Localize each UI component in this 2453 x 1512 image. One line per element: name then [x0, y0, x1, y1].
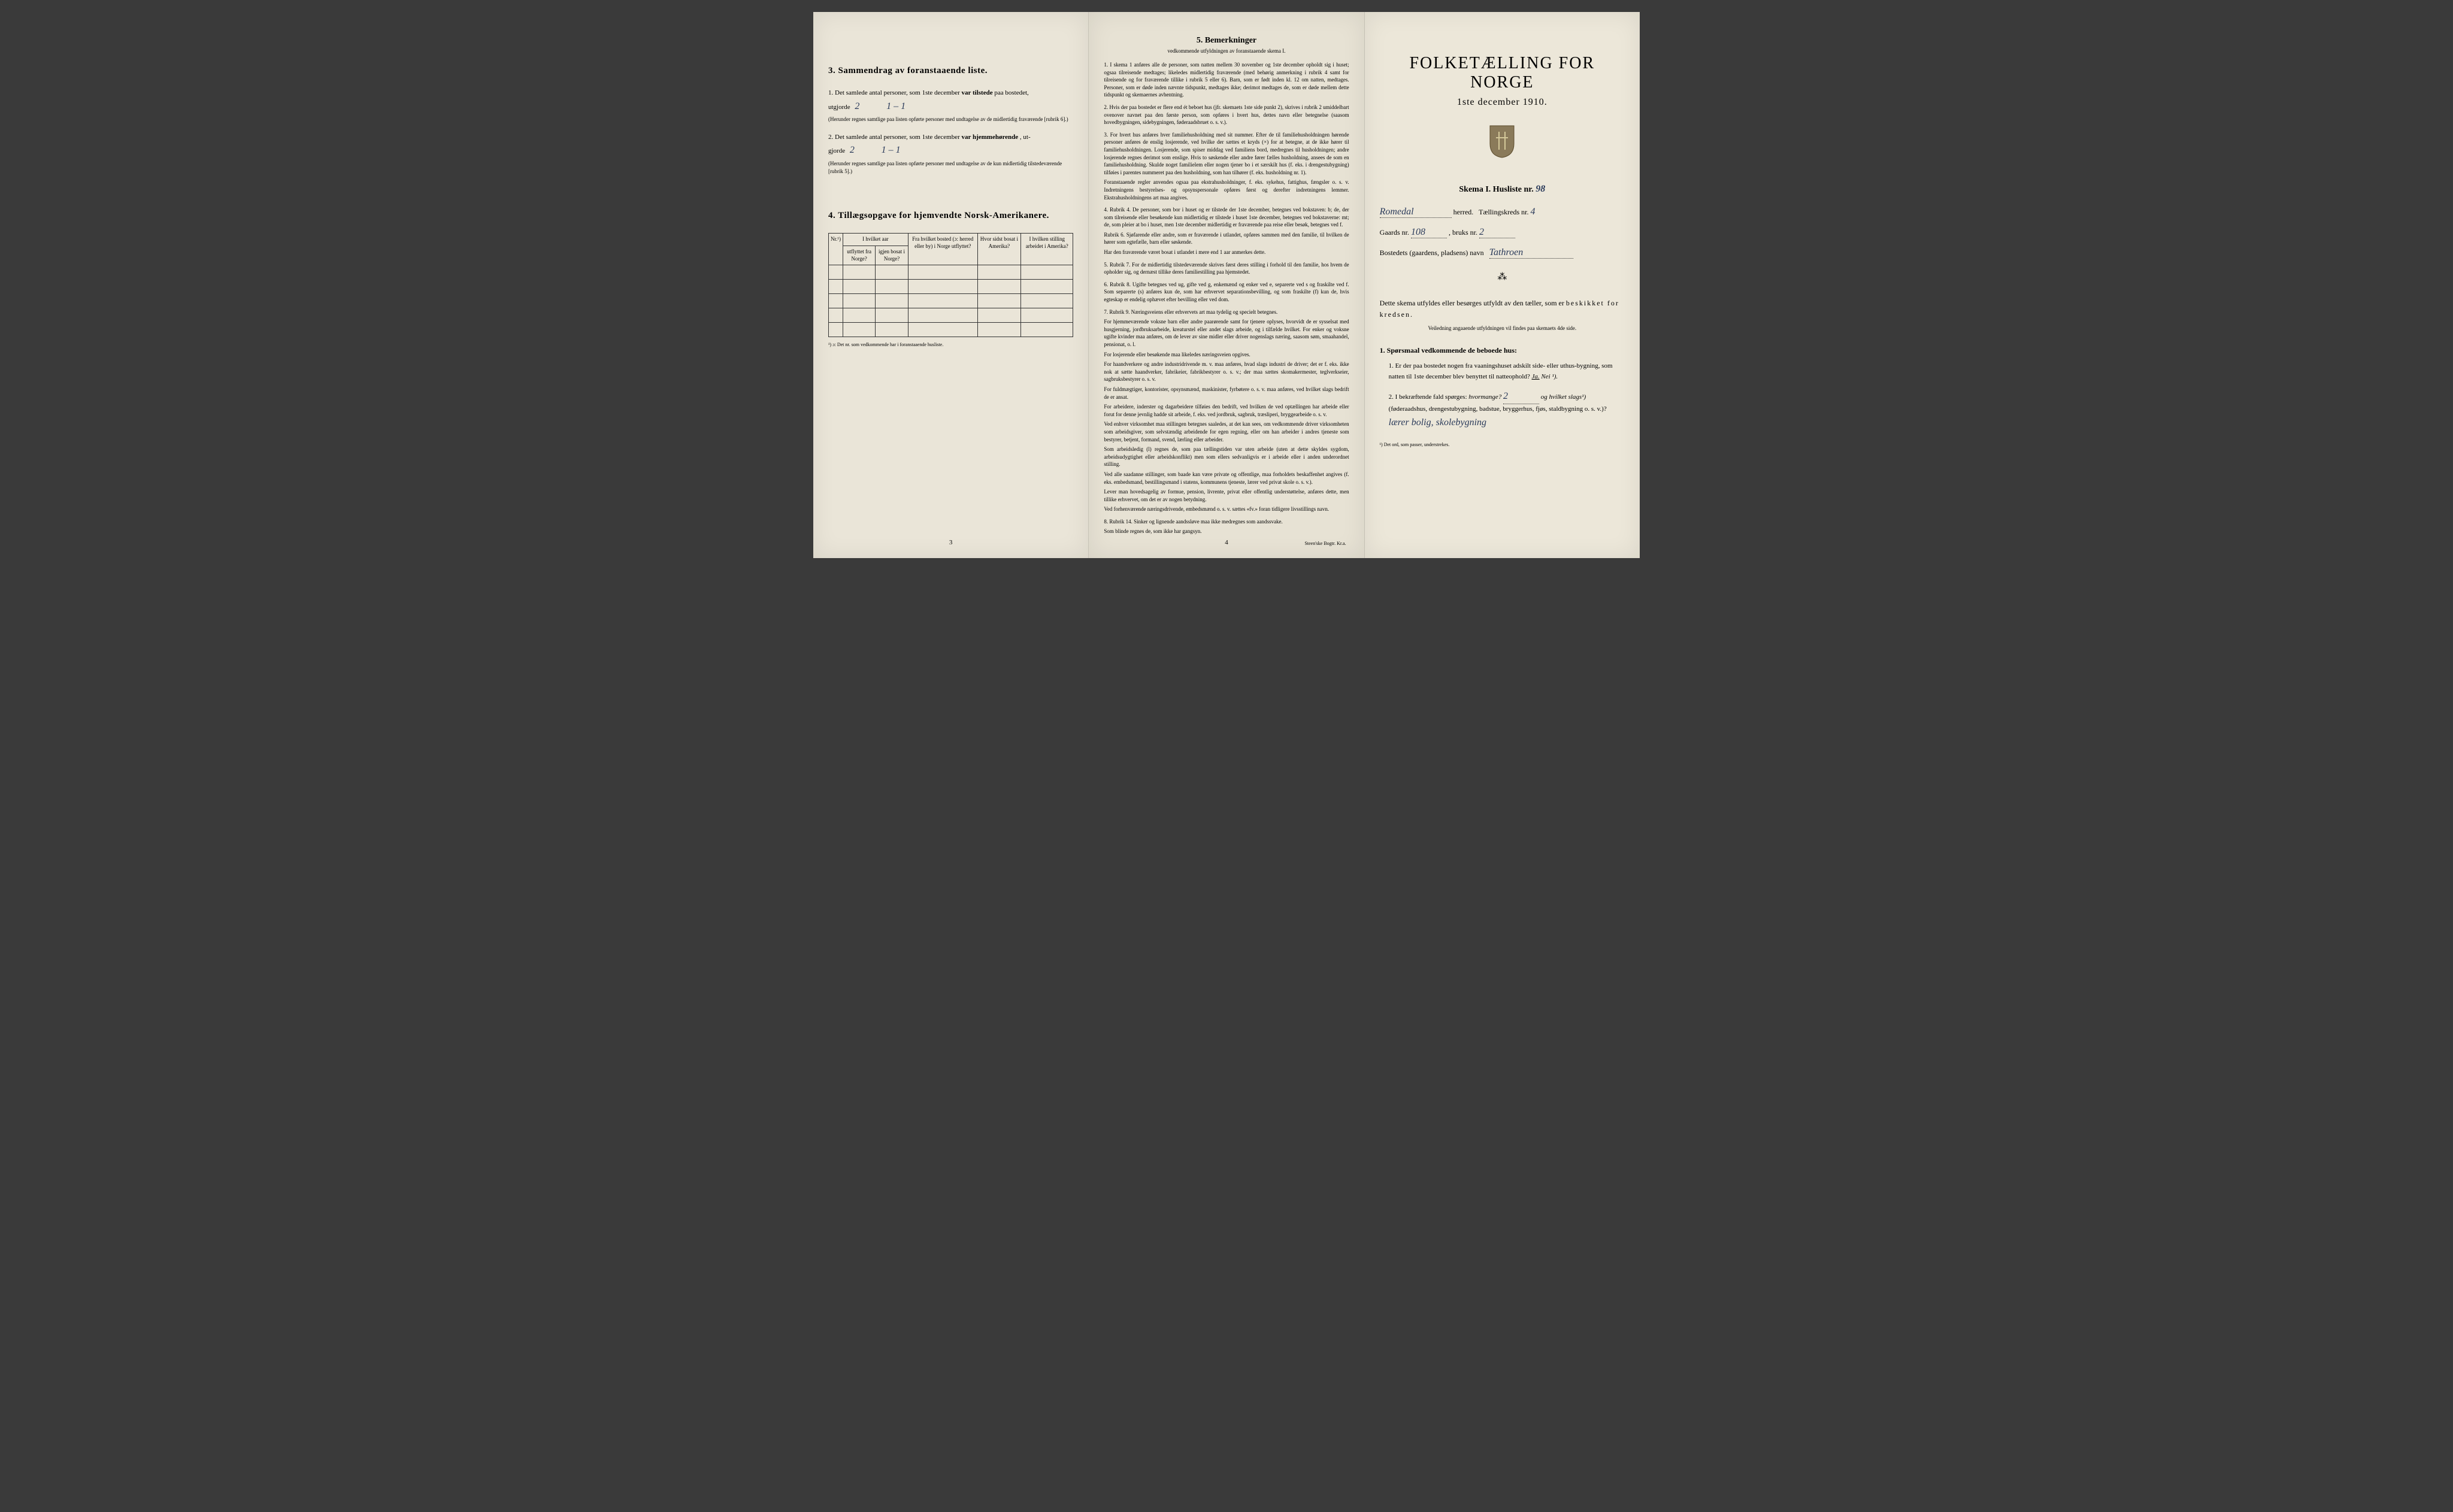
count-hjemme-total: 2	[850, 143, 874, 158]
panel-cover: FOLKETÆLLING FOR NORGE 1ste december 191…	[1365, 12, 1640, 558]
divider-icon: ⁂	[1380, 271, 1625, 283]
bosted-label: Bostedets (gaardens, pladsens) navn	[1380, 249, 1484, 257]
col-last-america: Hvor sidst bosat i Amerika?	[977, 234, 1020, 265]
bosted-name: Tathroen	[1489, 247, 1573, 259]
remark-item: 8. Rubrik 14. Sinker og lignende aandssl…	[1104, 518, 1349, 535]
husliste-nr: 98	[1536, 184, 1545, 194]
bruks-nr: 2	[1479, 227, 1515, 238]
text-bold: var hjemmehørende	[962, 134, 1019, 141]
text: paa bostedet,	[994, 89, 1028, 96]
instruction-text: Dette skema utfyldes eller besørges utfy…	[1380, 298, 1625, 320]
section-3-heading: 3. Sammendrag av foranstaaende liste.	[828, 66, 1073, 76]
skema-label: Skema I. Husliste nr.	[1459, 185, 1533, 194]
skema-line: Skema I. Husliste nr. 98	[1380, 184, 1625, 195]
remark-item: 4. Rubrik 4. De personer, som bor i huse…	[1104, 206, 1349, 256]
q2-prefix: 2. I bekræftende fald spørges:	[1389, 393, 1469, 401]
section-3-item-2: 2. Det samlede antal personer, som 1ste …	[828, 132, 1073, 175]
item-2-note: (Herunder regnes samtlige paa listen opf…	[828, 160, 1073, 175]
herred-line: Romedal herred. Tællingskreds nr. 4	[1380, 207, 1625, 218]
section-3-item-1: 1. Det samlede antal personer, som 1ste …	[828, 88, 1073, 123]
remark-item: 2. Hvis der paa bostedet er flere end ét…	[1104, 104, 1349, 126]
col-year-out: utflyttet fra Norge?	[843, 246, 875, 265]
remarks-list: 1. I skema 1 anføres alle de personer, s…	[1104, 61, 1349, 535]
table-row	[829, 323, 1073, 337]
tkreds-label: Tællingskreds nr.	[1479, 208, 1528, 216]
col-year-back: igjen bosat i Norge?	[876, 246, 908, 265]
tkreds-nr: 4	[1530, 207, 1535, 217]
bosted-line: Bostedets (gaardens, pladsens) navn Tath…	[1380, 247, 1625, 259]
q1-nei: Nei ¹).	[1541, 373, 1558, 380]
gaards-label: Gaards nr.	[1380, 228, 1409, 237]
question-heading: 1. Spørsmaal vedkommende de beboede hus:	[1380, 346, 1625, 355]
section-4-heading: 4. Tillægsopgave for hjemvendte Norsk-Am…	[828, 211, 1073, 221]
remark-item: 3. For hvert hus anføres hver familiehus…	[1104, 131, 1349, 201]
col-from-where: Fra hvilket bosted (ɔ: herred eller by) …	[908, 234, 977, 265]
gaards-nr: 108	[1411, 227, 1447, 238]
remark-item: 6. Rubrik 8. Ugifte betegnes ved ug, gif…	[1104, 281, 1349, 304]
panel-page-4: 5. Bemerkninger vedkommende utfyldningen…	[1089, 12, 1364, 558]
coat-of-arms-icon	[1380, 123, 1625, 166]
census-title: FOLKETÆLLING FOR NORGE	[1380, 54, 1625, 92]
table-row	[829, 265, 1073, 280]
section-5-heading: 5. Bemerkninger	[1104, 36, 1349, 46]
col-nr: Nr.¹)	[829, 234, 843, 265]
table-row	[829, 294, 1073, 308]
text-bold: var tilstede	[962, 89, 993, 96]
q2-og: og hvilket slags¹)	[1541, 393, 1586, 401]
col-position: I hvilken stilling arbeidet i Amerika?	[1021, 234, 1073, 265]
col-year-group: I hvilket aar	[843, 234, 908, 246]
q2-hvor: hvormange?	[1468, 393, 1501, 401]
table-row	[829, 308, 1073, 323]
q2-paren: (føderaadshus, drengestubygning, badstue…	[1389, 405, 1607, 413]
count-tilstede-total: 2	[855, 99, 879, 114]
table-row	[829, 280, 1073, 294]
guidance-note: Veiledning angaaende utfyldningen vil fi…	[1380, 325, 1625, 331]
text: Dette skema utfyldes eller besørges utfy…	[1380, 299, 1566, 307]
question-1: 1. Er der paa bostedet nogen fra vaaning…	[1389, 361, 1625, 382]
footnote: ¹) Det ord, som passer, understrekes.	[1380, 442, 1625, 447]
question-2: 2. I bekræftende fald spørges: hvormange…	[1389, 389, 1625, 431]
item-1-note: (Herunder regnes samtlige paa listen opf…	[828, 116, 1073, 123]
census-date: 1ste december 1910.	[1380, 97, 1625, 108]
q1-text: 1. Er der paa bostedet nogen fra vaaning…	[1389, 362, 1613, 380]
herred-name: Romedal	[1380, 207, 1452, 218]
bruks-label: , bruks nr.	[1449, 228, 1477, 237]
utgjorde-label: utgjorde	[828, 104, 850, 111]
page-number: 4	[1225, 539, 1228, 546]
herred-label: herred.	[1453, 208, 1474, 216]
table-footnote: ¹) ɔ: Det nr. som vedkommende har i fora…	[828, 342, 1073, 347]
q1-ja: Ja.	[1532, 373, 1540, 380]
page-number: 3	[949, 539, 953, 546]
remark-item: 7. Rubrik 9. Næringsveiens eller erhverv…	[1104, 308, 1349, 513]
text: 1. Det samlede antal personer, som 1ste …	[828, 89, 962, 96]
printer-imprint: Steen'ske Bogtr. Kr.a.	[1304, 541, 1346, 546]
supplement-table: Nr.¹) I hvilket aar Fra hvilket bosted (…	[828, 233, 1073, 337]
remark-item: 5. Rubrik 7. For de midlertidig tilstede…	[1104, 261, 1349, 276]
count-hjemme-mf: 1 – 1	[882, 143, 929, 158]
trifold-document: 3. Sammendrag av foranstaaende liste. 1.…	[813, 12, 1640, 558]
text: , ut-	[1020, 134, 1031, 141]
count-tilstede-mf: 1 – 1	[886, 99, 934, 114]
gjorde-label: gjorde	[828, 147, 845, 154]
text: 2. Det samlede antal personer, som 1ste …	[828, 134, 962, 141]
section-5-subheading: vedkommende utfyldningen av foranstaaend…	[1104, 48, 1349, 54]
q2-answer: lærer bolig, skolebygning	[1389, 417, 1486, 428]
gaards-line: Gaards nr. 108 , bruks nr. 2	[1380, 227, 1625, 238]
q2-count: 2	[1503, 389, 1539, 405]
panel-page-3: 3. Sammendrag av foranstaaende liste. 1.…	[813, 12, 1089, 558]
remark-item: 1. I skema 1 anføres alle de personer, s…	[1104, 61, 1349, 99]
